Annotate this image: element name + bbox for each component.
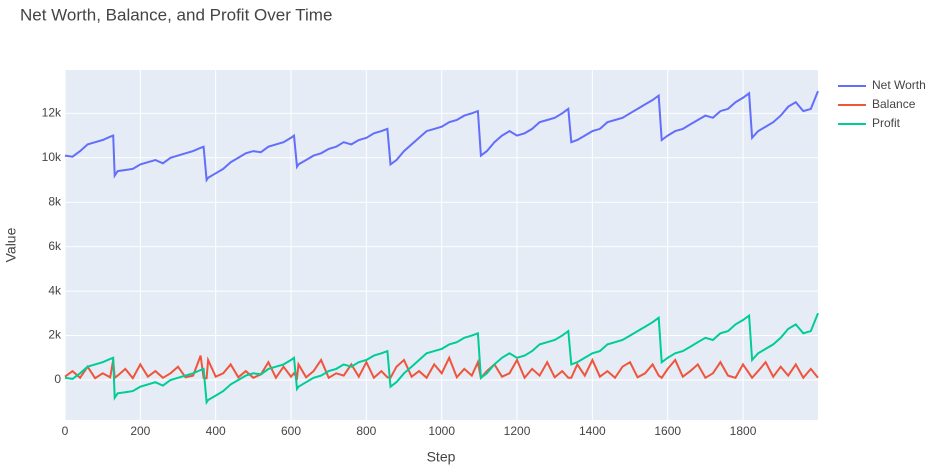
legend-label: Balance [872,97,916,111]
y-tick-label: 0 [54,372,61,386]
line-series [64,355,819,381]
line-series [64,90,819,183]
y-tick-label: 2k [48,328,62,342]
x-tick-label: 1200 [504,424,531,438]
x-tick-label: 600 [281,424,301,438]
x-tick-label: 0 [62,424,69,438]
x-tick-label: 800 [356,424,376,438]
x-tick-label: 400 [206,424,226,438]
y-tick-label: 4k [48,283,62,297]
legend-label: Net Worth [872,78,926,92]
line-series [64,312,819,406]
chart-title: Net Worth, Balance, and Profit Over Time [20,5,332,24]
x-tick-label: 200 [130,424,150,438]
x-tick-label: 1000 [428,424,455,438]
x-tick-label: 1600 [654,424,681,438]
x-axis-title: Step [427,449,456,465]
y-tick-label: 6k [48,239,62,253]
x-tick-label: 1400 [579,424,606,438]
legend-label: Profit [872,116,901,130]
y-axis-title: Value [3,227,19,262]
x-tick-label: 1800 [730,424,757,438]
y-tick-label: 10k [42,150,62,164]
y-tick-label: 12k [42,106,62,120]
y-tick-label: 8k [48,194,62,208]
